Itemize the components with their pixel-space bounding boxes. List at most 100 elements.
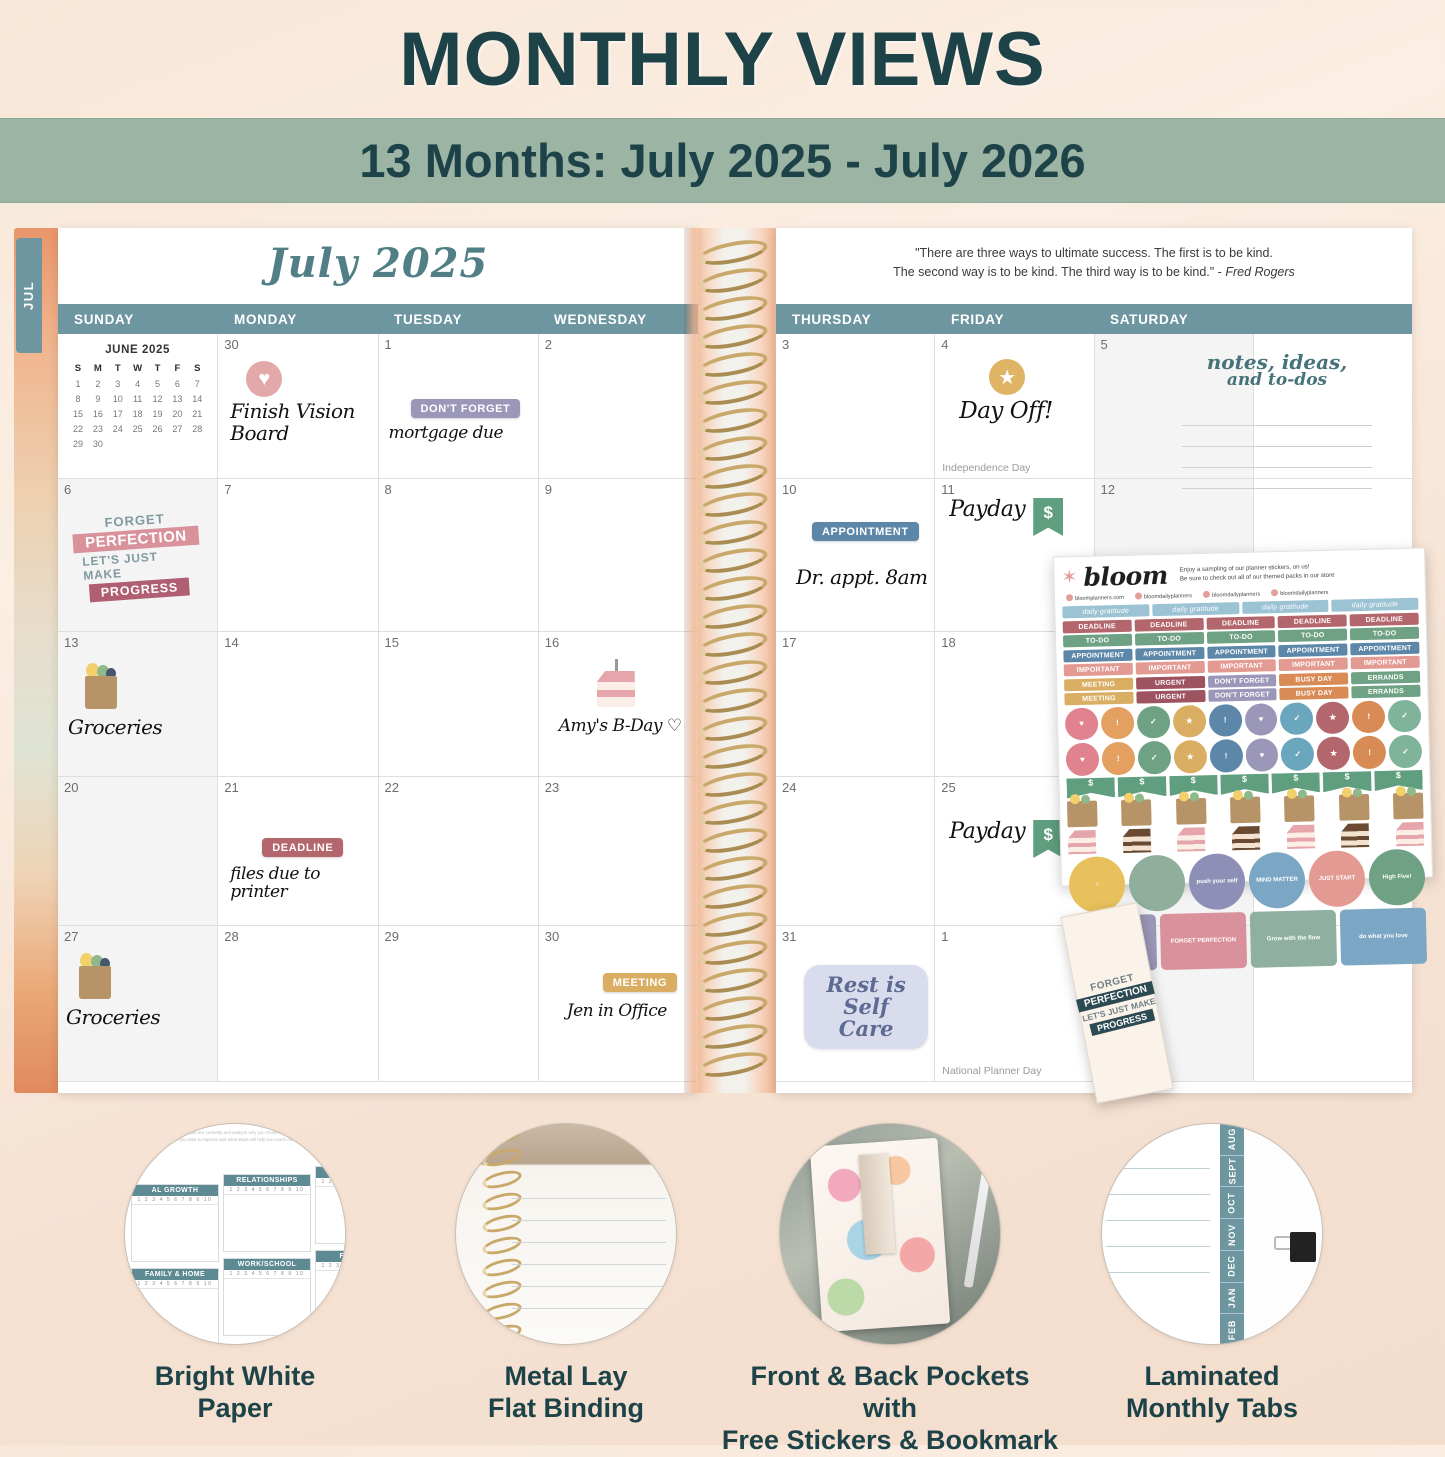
day-cell-jul-17[interactable]: 17: [776, 632, 936, 776]
day-number: 12: [1100, 482, 1115, 497]
goal-box: HEALTH & F 1 2 3 4 5 6 7 8 9 10: [315, 1166, 345, 1244]
cake-slice-icon: [1232, 826, 1261, 851]
notes-line[interactable]: [1182, 468, 1372, 489]
goal-box: FINANCES 1 2 3 4 5 6 7 8 9 10: [315, 1250, 345, 1328]
sticker-dont-forget: DON'T FORGET: [1207, 673, 1277, 688]
tab-jul[interactable]: JUL: [16, 238, 42, 353]
sticker-dont-forget: DON'T FORGET: [410, 399, 521, 418]
day-cell-jul-24[interactable]: 24: [776, 777, 936, 925]
goal-category-label: FAMILY & HOME: [132, 1269, 218, 1280]
sticker-row-icon-dots: ♥ ! ✓ ★ ! ♥ ✓ ★ ! ✓: [1064, 699, 1422, 741]
day-cell-jul-14[interactable]: 14: [218, 632, 379, 776]
day-cell-jul-7[interactable]: 7: [218, 479, 379, 631]
facebook-icon: [1202, 590, 1211, 598]
sticker-forget-perfection: FORGET PERFECTION LET'S JUST MAKE PROGRE…: [72, 504, 200, 606]
sticker-sheet: ✶ bloom Enjoy a sampling of our planner …: [1053, 547, 1433, 973]
mini-day: 21: [192, 408, 203, 419]
sticker-deadline: DEADLINE: [1134, 617, 1204, 632]
day-number: 22: [384, 780, 399, 795]
grocery-bag-icon: [1067, 800, 1098, 828]
mini-dow: F: [174, 363, 181, 374]
day-cell-jul-31[interactable]: 31 Rest is Self Care: [776, 926, 936, 1081]
day-cell-jul-5[interactable]: 5: [1094, 334, 1254, 478]
feature-metal-lay-flat-binding: Metal Lay Flat Binding: [396, 1123, 736, 1425]
day-cell-jul-23[interactable]: 23: [539, 777, 698, 925]
day-cell-jul-29[interactable]: 29: [379, 926, 539, 1081]
mini-day: 14: [192, 393, 203, 404]
day-cell-jul-27[interactable]: 27 Groceries: [58, 926, 219, 1081]
calendar-grid-left: JUNE 2025 S M T W T F S: [58, 334, 698, 1082]
tab-oct[interactable]: OCT: [1220, 1187, 1244, 1220]
sticker-to-do: TO-DO: [1134, 631, 1204, 646]
tab-sept[interactable]: SEPT: [1220, 1156, 1244, 1188]
notes-ideas-todos-panel[interactable]: notes, ideas, and to-dos: [1182, 352, 1372, 507]
feature-caption: Laminated Monthly Tabs: [1042, 1361, 1382, 1425]
day-cell-jul-11[interactable]: 11 Payday $: [935, 479, 1095, 631]
monthly-tab-strip[interactable]: AUG SEPT OCT NOV DEC JAN FEB: [1220, 1124, 1244, 1344]
sticker-appointment: APPOINTMENT: [1350, 641, 1420, 655]
notes-line[interactable]: [1182, 426, 1372, 447]
mini-day: [148, 436, 168, 451]
feature-caption: Metal Lay Flat Binding: [396, 1361, 736, 1425]
mini-day: [167, 436, 187, 451]
day-number: 25: [941, 780, 956, 795]
day-cell-jul-8[interactable]: 8: [379, 479, 539, 631]
day-cell-jul-10[interactable]: 10 APPOINTMENT Dr. appt. 8am: [776, 479, 936, 631]
day-cell-jul-4[interactable]: 4 ★ Day Off! Independence Day: [935, 334, 1095, 478]
mini-day: 15: [72, 408, 83, 419]
sticker-daily-gratitude: daily gratitude: [1151, 602, 1239, 617]
day-cell-jul-15[interactable]: 15: [379, 632, 539, 776]
tab-feb[interactable]: FEB: [1220, 1314, 1244, 1344]
day-cell-jul-3[interactable]: 3: [776, 334, 936, 478]
day-cell-jul-6[interactable]: 6 FORGET PERFECTION LET'S JUST MAKE PROG…: [58, 479, 219, 631]
tab-dec[interactable]: DEC: [1220, 1251, 1244, 1283]
caption-line-2: Monthly Tabs: [1126, 1392, 1298, 1423]
tab-aug[interactable]: AUG: [1220, 1124, 1244, 1156]
day-number: 30: [544, 929, 560, 944]
day-number: 28: [224, 929, 239, 944]
day-number: 8: [384, 482, 392, 497]
notes-ruled-lines[interactable]: [1182, 405, 1372, 489]
goal-scale: 1 2 3 4 5 6 7 8 9 10: [132, 1196, 218, 1205]
notes-line[interactable]: [1182, 447, 1372, 468]
goal-category-label: RELATIONSHIPS: [224, 1175, 310, 1186]
day-cell-jun-30[interactable]: 30 ♥ Finish Vision Board: [218, 334, 379, 478]
day-cell-jul-30[interactable]: 30 MEETING Jen in Office: [539, 926, 698, 1081]
day-cell-jul-28[interactable]: 28: [218, 926, 379, 1081]
tab-nov[interactable]: NOV: [1220, 1219, 1244, 1251]
handwritten-note: Finish Vision Board: [230, 399, 355, 445]
day-cell-jul-20[interactable]: 20: [58, 777, 219, 925]
day-cell-jul-1[interactable]: 1 DON'T FORGET mortgage due: [379, 334, 539, 478]
planner-cover-art: [14, 228, 66, 1093]
day-cell-jul-16[interactable]: 16 Amy's B-Day ♡: [539, 632, 698, 776]
goal-scale: 1 2 3 4 5 6 7 8 9 10: [224, 1186, 310, 1195]
mini-day: 29: [72, 438, 83, 449]
day-number: 6: [64, 482, 72, 497]
day-number: 20: [64, 780, 79, 795]
day-number: 21: [224, 780, 239, 795]
heart-dot-icon: ♥: [1065, 742, 1100, 777]
caption-line-2: Free Stickers & Bookmark: [721, 1424, 1059, 1455]
day-number: 29: [384, 929, 399, 944]
grocery-bag-icon: [1229, 796, 1261, 824]
feature-laminated-monthly-tabs: AUG SEPT OCT NOV DEC JAN FEB Laminated M…: [1042, 1123, 1382, 1425]
mini-day: 25: [132, 423, 143, 434]
sticker-important: IMPORTANT: [1350, 655, 1420, 670]
feature-front-back-pockets: Front & Back Pockets with Free Stickers …: [720, 1123, 1060, 1457]
day-number: 31: [782, 929, 797, 944]
notes-line[interactable]: [1182, 405, 1372, 426]
day-cell-jul-9[interactable]: 9: [539, 479, 698, 631]
pen-icon: [963, 1168, 992, 1288]
feature-thumbnail-pockets: [779, 1123, 1001, 1345]
tab-jan[interactable]: JAN: [1220, 1283, 1244, 1315]
quote-line-1: "There are three ways to ultimate succes…: [915, 246, 1273, 260]
day-cell-jul-21[interactable]: 21 DEADLINE files due to printer: [218, 777, 379, 925]
goal-scale: 1 2 3 4 5 6 7 8 9 10: [316, 1178, 345, 1187]
header-subtitle-band: 13 Months: July 2025 - July 2026: [0, 118, 1445, 203]
round-sticker-just-start: JUST START: [1308, 850, 1366, 908]
day-cell-jul-25[interactable]: 25 Payday $: [935, 777, 1095, 925]
mini-dow: T: [114, 363, 121, 374]
day-cell-jul-22[interactable]: 22: [379, 777, 539, 925]
day-cell-jul-2[interactable]: 2: [539, 334, 698, 478]
day-cell-jul-13[interactable]: 13 Groceries: [58, 632, 219, 776]
